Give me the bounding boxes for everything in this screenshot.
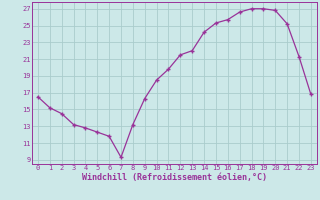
X-axis label: Windchill (Refroidissement éolien,°C): Windchill (Refroidissement éolien,°C) bbox=[82, 173, 267, 182]
